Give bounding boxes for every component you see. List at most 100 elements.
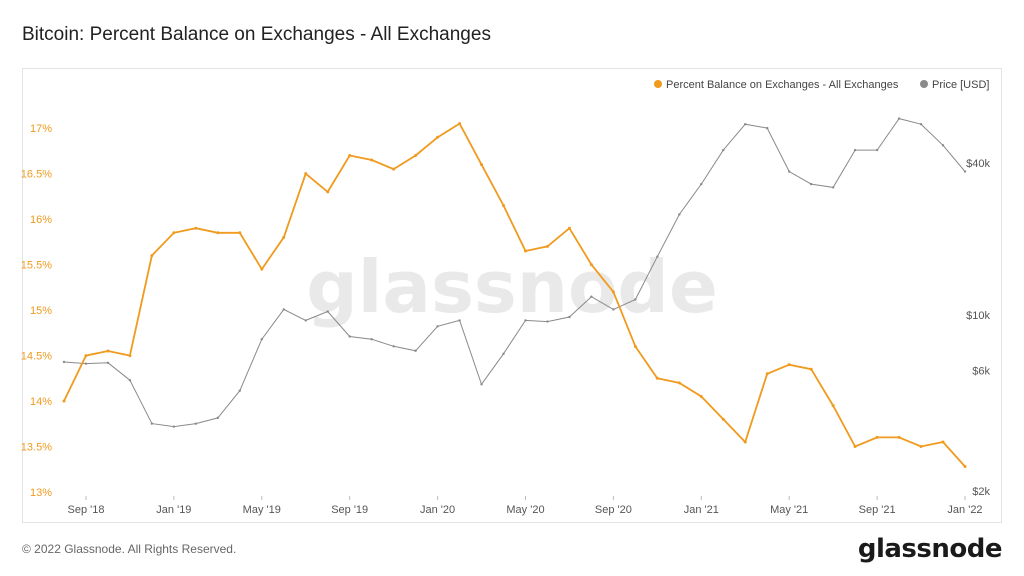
balance-point — [919, 445, 923, 449]
x-tick-label: Jan '19 — [156, 504, 191, 516]
y-left-tick-label: 14.5% — [21, 351, 52, 363]
price-point — [216, 416, 220, 420]
y-right-tick-label: $40k — [966, 158, 990, 170]
price-point — [128, 379, 132, 382]
balance-point — [458, 122, 462, 126]
price-point — [678, 213, 681, 216]
balance-point — [589, 263, 593, 267]
price-point — [282, 308, 285, 311]
price-point — [106, 361, 110, 364]
balance-point — [963, 465, 967, 469]
balance-point — [941, 440, 945, 444]
balance-point — [831, 404, 835, 408]
copyright: © 2022 Glassnode. All Rights Reserved. — [22, 542, 237, 556]
price-point — [656, 255, 659, 258]
price-point — [744, 123, 747, 126]
legend-swatch-balance — [654, 80, 662, 88]
price-point — [392, 345, 395, 348]
balance-point — [304, 172, 308, 176]
balance-point — [567, 226, 571, 230]
price-point — [458, 319, 461, 322]
y-right-tick-label: $2k — [972, 486, 990, 498]
y-axis-left: 13% 13.5% 14% 14.5% 15% 15.5% 16% 16.5% 17% — [21, 123, 52, 499]
balance-point — [436, 135, 440, 139]
price-point — [590, 295, 593, 298]
series-line-balance — [63, 122, 966, 468]
x-tick-label: Jan '21 — [684, 504, 719, 516]
y-left-tick-label: 15% — [30, 305, 52, 317]
price-point — [546, 320, 549, 323]
y-left-tick-label: 13% — [30, 487, 52, 499]
y-right-tick-label: $10k — [966, 310, 990, 322]
price-point — [480, 383, 483, 386]
balance-point — [414, 153, 418, 157]
balance-point — [282, 235, 286, 239]
balance-point — [897, 435, 901, 439]
price-point — [326, 310, 329, 313]
price-point — [150, 422, 154, 425]
x-tick-label: May '19 — [243, 504, 281, 516]
balance-point — [545, 244, 549, 248]
x-tick-label: Sep '18 — [67, 504, 104, 516]
balance-point — [326, 190, 330, 194]
price-point — [172, 425, 176, 428]
balance-point — [348, 153, 352, 157]
x-tick-label: May '21 — [770, 504, 808, 516]
balance-point — [677, 381, 681, 385]
balance-point — [655, 376, 659, 380]
balance-point — [853, 445, 857, 449]
balance-point — [128, 354, 132, 358]
legend-label-balance: Percent Balance on Exchanges - All Excha… — [666, 79, 899, 91]
balance-point — [875, 435, 879, 439]
balance-point — [370, 158, 374, 162]
x-tick-label: Jan '22 — [947, 504, 982, 516]
balance-point — [721, 417, 725, 421]
price-point — [875, 148, 879, 152]
balance-point — [238, 231, 242, 235]
price-point — [941, 144, 945, 147]
balance-point — [150, 254, 154, 258]
balance-point — [765, 372, 769, 376]
price-point — [853, 148, 857, 152]
price-point — [809, 182, 813, 186]
price-point — [766, 126, 769, 130]
chart-panel — [22, 68, 1002, 523]
balance-point — [392, 167, 396, 171]
price-point — [787, 170, 791, 173]
balance-point — [106, 349, 110, 353]
price-point — [260, 338, 263, 341]
price-point — [414, 349, 417, 352]
x-tick-label: Sep '19 — [331, 504, 368, 516]
legend-label-price: Price [USD] — [932, 79, 989, 91]
balance-point — [633, 344, 637, 348]
price-point — [62, 360, 66, 364]
balance-point — [172, 231, 176, 235]
balance-point — [260, 267, 264, 271]
series-line-price — [63, 118, 966, 428]
balance-point — [502, 204, 506, 207]
x-tick-label: Jan '20 — [420, 504, 455, 516]
price-point — [436, 325, 439, 328]
price-point — [700, 182, 703, 186]
y-left-tick-label: 16% — [30, 214, 52, 226]
legend: Percent Balance on Exchanges - All Excha… — [654, 79, 989, 91]
price-point — [524, 319, 527, 322]
y-left-tick-label: 15.5% — [21, 260, 52, 272]
price-point — [897, 117, 901, 120]
price-point — [722, 148, 725, 152]
price-point — [194, 422, 198, 425]
price-point — [238, 389, 242, 392]
balance-point — [523, 249, 527, 253]
balance-point — [699, 395, 703, 398]
x-tick-label: Sep '20 — [595, 504, 632, 516]
data-points — [62, 117, 967, 469]
price-point — [502, 352, 505, 356]
legend-swatch-price — [920, 80, 928, 88]
balance-point — [787, 363, 791, 367]
y-left-tick-label: 16.5% — [21, 169, 52, 181]
y-left-tick-label: 17% — [30, 123, 52, 135]
chart-title: Bitcoin: Percent Balance on Exchanges - … — [22, 24, 491, 45]
price-point — [963, 170, 967, 173]
balance-point — [84, 354, 88, 358]
